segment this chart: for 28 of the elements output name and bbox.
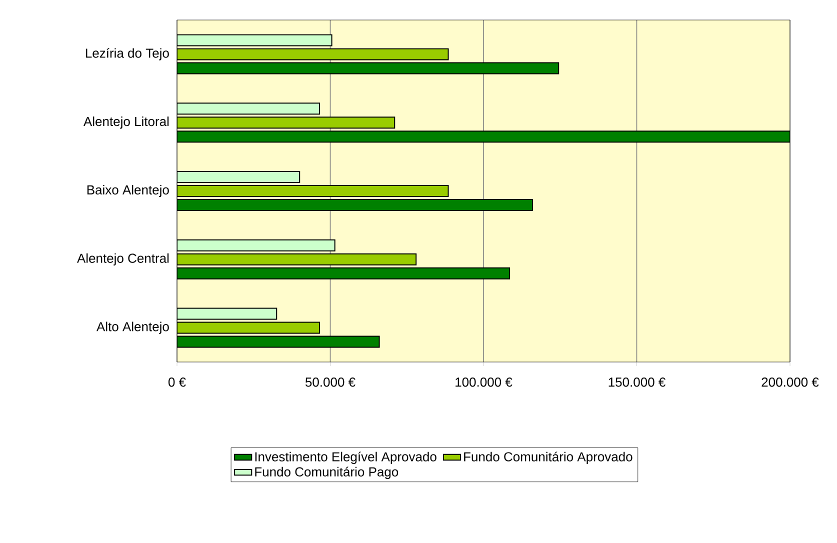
y-tick-label: Alentejo Central bbox=[77, 253, 169, 266]
bar bbox=[177, 34, 332, 46]
bar bbox=[177, 267, 510, 280]
x-tick-label: 0 € bbox=[168, 378, 186, 387]
legend-label: Investimento Elegível Aprovado bbox=[255, 452, 436, 464]
bar bbox=[177, 62, 560, 74]
bar bbox=[177, 185, 449, 198]
x-tick-label: 100.000 € bbox=[456, 378, 512, 387]
bar bbox=[177, 48, 449, 60]
y-tick-label: Alentejo Litoral bbox=[84, 116, 169, 129]
legend-label: Fundo Comunitário Pago bbox=[255, 466, 398, 480]
legend-label: Fundo Comunitário Aprovado bbox=[464, 452, 632, 464]
bar bbox=[177, 239, 336, 252]
bar bbox=[177, 171, 300, 184]
y-tick-label: Baixo Alentejo bbox=[87, 184, 169, 198]
bar bbox=[177, 308, 278, 320]
bar bbox=[177, 336, 380, 348]
bar bbox=[177, 322, 320, 334]
bar bbox=[177, 199, 534, 211]
x-tick-label: 150.000 € bbox=[608, 378, 666, 387]
y-tick-label: Lezíria do Tejo bbox=[86, 48, 169, 60]
x-tick-label: 50.000 € bbox=[305, 378, 356, 387]
y-tick-label: Alto Alentejo bbox=[96, 322, 169, 334]
bar bbox=[177, 102, 320, 115]
x-tick-label: 200.000 € bbox=[762, 378, 819, 387]
bar bbox=[177, 116, 396, 129]
bar bbox=[177, 253, 417, 266]
bar bbox=[177, 130, 790, 143]
